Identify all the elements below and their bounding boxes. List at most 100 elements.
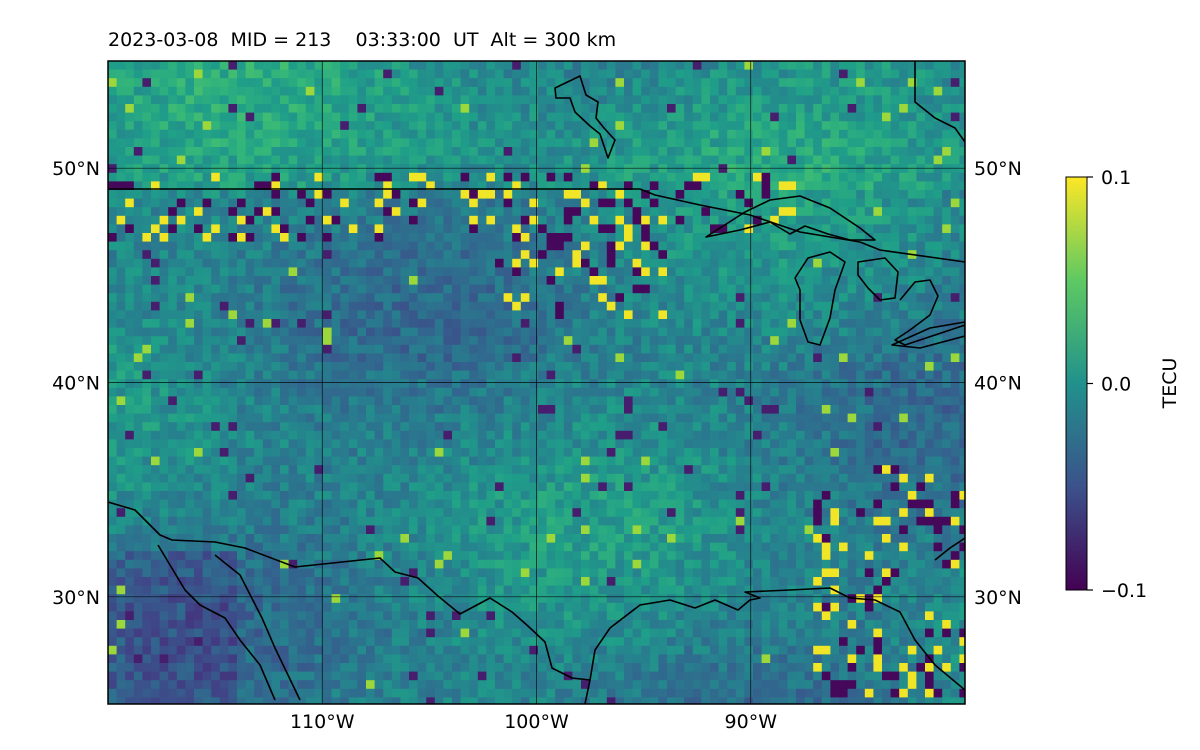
tec-pixel: [108, 430, 117, 440]
tec-pixel: [133, 267, 143, 277]
tec-pixel: [512, 267, 522, 277]
tec-pixel: [159, 69, 169, 79]
tec-pixel: [116, 465, 126, 475]
tec-pixel: [211, 95, 221, 105]
tec-pixel: [434, 61, 444, 70]
tec-pixel: [873, 190, 883, 199]
tec-pixel: [873, 138, 883, 148]
tec-pixel: [925, 78, 934, 88]
tec-pixel: [692, 241, 702, 251]
tec-pixel: [925, 215, 934, 225]
tec-pixel: [581, 336, 590, 346]
tec-pixel: [452, 190, 461, 199]
tec-pixel: [959, 138, 965, 148]
tec-pixel: [830, 164, 840, 174]
tec-pixel: [460, 258, 470, 268]
tec-pixel: [529, 95, 539, 105]
tec-pixel: [512, 69, 522, 79]
tec-pixel: [890, 430, 900, 440]
tec-pixel: [211, 473, 221, 483]
tec-pixel: [864, 344, 874, 354]
tec-pixel: [409, 301, 418, 311]
tec-pixel: [452, 413, 461, 423]
tec-pixel: [770, 190, 780, 199]
tec-pixel: [770, 241, 780, 251]
tec-pixel: [710, 370, 719, 380]
tec-pixel: [477, 293, 487, 303]
tec-pixel: [477, 362, 487, 371]
tec-pixel: [314, 405, 324, 414]
tec-pixel: [701, 104, 711, 113]
tec-pixel: [804, 78, 814, 88]
tec-pixel: [417, 190, 427, 199]
tec-pixel: [417, 198, 427, 208]
tec-pixel: [796, 69, 805, 79]
tec-pixel: [916, 430, 926, 440]
tec-pixel: [116, 267, 126, 277]
tec-pixel: [710, 362, 719, 371]
tec-pixel: [168, 430, 178, 440]
tec-pixel: [753, 155, 762, 165]
tec-pixel: [374, 138, 384, 148]
tec-pixel: [727, 190, 737, 199]
tec-pixel: [443, 301, 453, 311]
tec-pixel: [813, 413, 823, 423]
tec-pixel: [245, 267, 255, 277]
tec-pixel: [839, 164, 848, 174]
tec-pixel: [864, 448, 874, 457]
tec-pixel: [323, 112, 332, 122]
tec-pixel: [194, 112, 203, 122]
tec-pixel: [787, 104, 797, 113]
tec-pixel: [563, 439, 573, 449]
tec-pixel: [899, 224, 909, 234]
tec-pixel: [366, 344, 375, 354]
tec-pixel: [452, 473, 461, 483]
tec-pixel: [787, 86, 797, 96]
tec-pixel: [417, 164, 427, 174]
tec-pixel: [262, 112, 272, 122]
tec-pixel: [366, 473, 375, 483]
tec-pixel: [916, 293, 926, 303]
tec-pixel: [400, 104, 410, 113]
tec-pixel: [254, 215, 264, 225]
tec-pixel: [581, 293, 590, 303]
tec-pixel: [813, 284, 823, 294]
tec-pixel: [520, 362, 530, 371]
tec-pixel: [839, 172, 848, 182]
tec-pixel: [546, 155, 556, 165]
tec-pixel: [460, 405, 470, 414]
tec-pixel: [882, 327, 891, 337]
tec-pixel: [271, 362, 281, 371]
tec-pixel: [710, 155, 719, 165]
tec-pixel: [778, 61, 788, 70]
tec-pixel: [340, 233, 350, 242]
tec-pixel: [615, 327, 625, 337]
tec-pixel: [856, 482, 866, 492]
tec-pixel: [409, 465, 418, 475]
tec-pixel: [890, 86, 900, 96]
tec-pixel: [658, 405, 668, 414]
tec-pixel: [658, 129, 668, 139]
tec-pixel: [486, 379, 496, 389]
tec-pixel: [563, 198, 573, 208]
tec-pixel: [151, 482, 160, 492]
tec-pixel: [297, 215, 307, 225]
tec-pixel: [108, 448, 117, 457]
tec-pixel: [271, 78, 281, 88]
tec-pixel: [899, 129, 909, 139]
tec-pixel: [417, 370, 427, 380]
tec-pixel: [641, 336, 651, 346]
tec-pixel: [778, 336, 788, 346]
tec-pixel: [176, 78, 186, 88]
tec-pixel: [864, 258, 874, 268]
tec-pixel: [331, 310, 341, 320]
tec-pixel: [718, 456, 728, 466]
tec-pixel: [409, 379, 418, 389]
tec-pixel: [434, 276, 444, 285]
tec-pixel: [280, 78, 289, 88]
tec-pixel: [959, 190, 965, 199]
tec-pixel: [598, 224, 608, 234]
tec-pixel: [142, 95, 152, 105]
tec-pixel: [426, 258, 436, 268]
tec-pixel: [391, 104, 401, 113]
